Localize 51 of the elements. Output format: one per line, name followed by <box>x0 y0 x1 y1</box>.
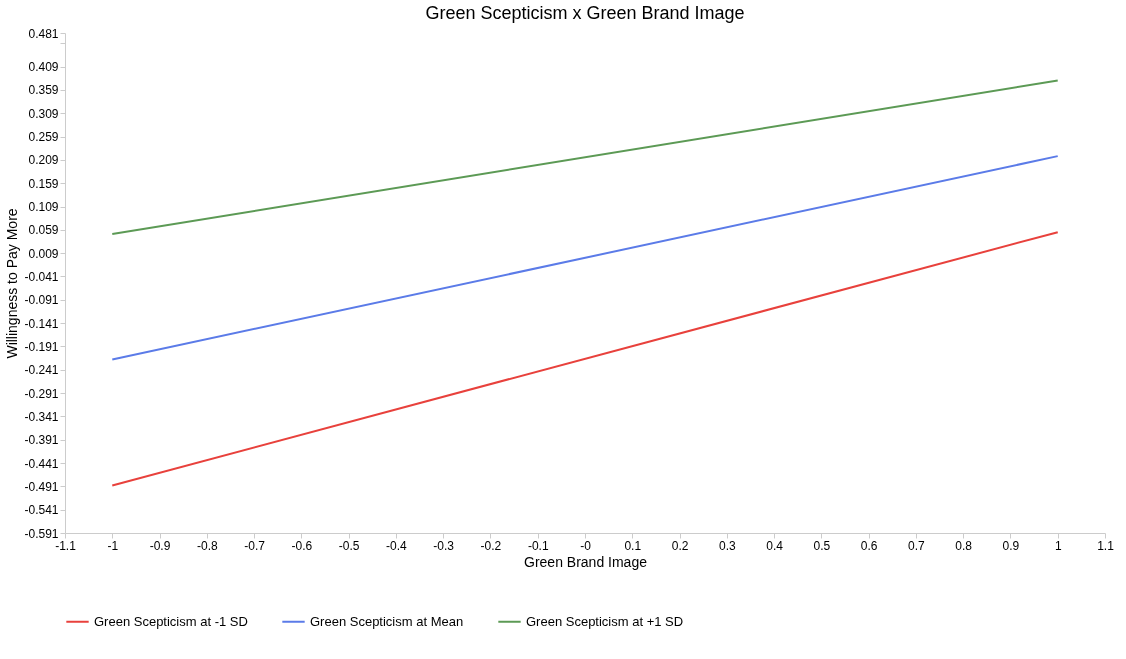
y-tick-label: -0.041 <box>24 269 59 284</box>
y-tick-label: -0.091 <box>24 293 59 308</box>
x-tick-label: 0.5 <box>813 538 831 553</box>
x-axis-title: Green Brand Image <box>524 553 648 570</box>
chart-title: Green Scepticism x Green Brand Image <box>425 3 745 23</box>
x-tick-label: 0.8 <box>955 538 973 553</box>
legend-label: Green Scepticism at Mean <box>310 613 464 629</box>
y-tick-label: -0.391 <box>24 433 59 448</box>
x-tick-label: -0.1 <box>527 538 549 553</box>
y-tick-label: 0.159 <box>28 176 59 191</box>
x-tick-label: 0.6 <box>860 538 878 553</box>
x-tick-label: -0.3 <box>433 538 455 553</box>
y-tick-label: -0.291 <box>24 386 59 401</box>
x-tick-label: 1 <box>1054 538 1062 553</box>
x-tick-label: -0.6 <box>291 538 313 553</box>
x-tick-label: -0.8 <box>196 538 218 553</box>
y-tick-label: 0.359 <box>28 83 59 98</box>
y-tick-label: -0.591 <box>24 526 59 541</box>
y-tick-label: 0.109 <box>28 200 59 215</box>
x-tick-label: -0.7 <box>244 538 266 553</box>
y-tick-label: -0.141 <box>24 316 59 331</box>
y-tick-label: 0.309 <box>28 106 59 121</box>
y-tick-label: -0.191 <box>24 339 59 354</box>
x-tick-label: 0.4 <box>766 538 784 553</box>
x-tick-label: 0.3 <box>718 538 736 553</box>
x-tick-label: -0.4 <box>386 538 408 553</box>
y-tick-label: 0.481 <box>28 26 59 41</box>
y-tick-label: -0.491 <box>24 479 59 494</box>
y-tick-label: 0.259 <box>28 130 59 145</box>
y-axis-title: Willingness to Pay More <box>4 208 21 359</box>
legend-label: Green Scepticism at +1 SD <box>526 613 684 629</box>
legend-label: Green Scepticism at -1 SD <box>94 613 248 629</box>
x-tick-label: 1.1 <box>1097 538 1115 553</box>
y-tick-label: 0.209 <box>28 153 59 168</box>
y-tick-label: -0.341 <box>24 409 59 424</box>
x-tick-label: 0.7 <box>908 538 926 553</box>
y-tick-label: -0.241 <box>24 363 59 378</box>
x-tick-label: -0.2 <box>480 538 502 553</box>
y-tick-label: 0.409 <box>28 60 59 75</box>
x-tick-label: 0.9 <box>1002 538 1020 553</box>
x-tick-label: -0 <box>580 538 592 553</box>
x-tick-label: -0.5 <box>338 538 360 553</box>
y-tick-label: -0.541 <box>24 503 59 518</box>
x-tick-label: -0.9 <box>149 538 171 553</box>
x-tick-label: 0.2 <box>671 538 689 553</box>
x-tick-label: 0.1 <box>624 538 642 553</box>
x-tick-label: -1.1 <box>55 538 77 553</box>
x-tick-label: -1 <box>107 538 119 553</box>
y-tick-label: 0.009 <box>28 246 59 261</box>
y-tick-label: 0.059 <box>28 223 59 238</box>
y-tick-label: -0.441 <box>24 456 59 471</box>
